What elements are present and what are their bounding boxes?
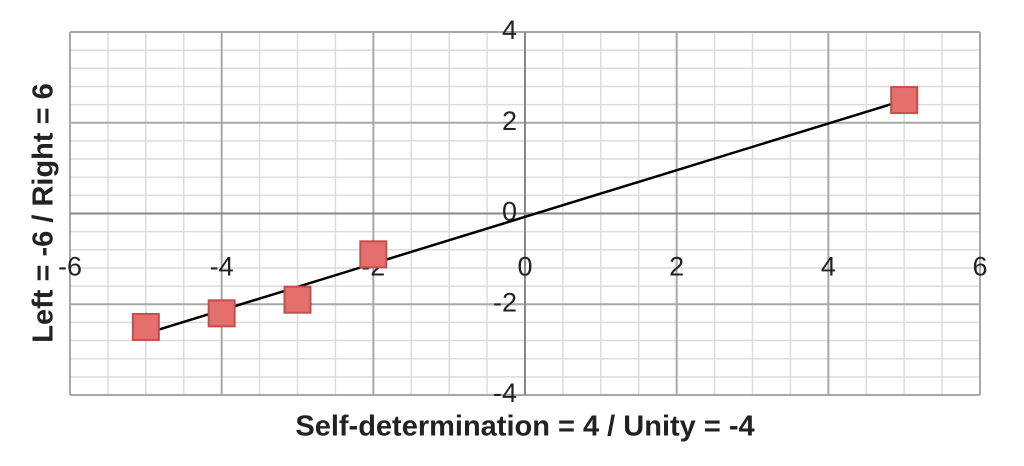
- y-tick-label: -2: [493, 287, 517, 317]
- x-tick-label: 2: [669, 252, 684, 282]
- y-tick-label: 4: [502, 15, 517, 45]
- x-tick-label: -4: [210, 252, 234, 282]
- trendline: [145, 98, 905, 335]
- x-axis-title: Self-determination = 4 / Unity = -4: [295, 411, 754, 443]
- y-tick-label: 0: [502, 197, 517, 227]
- point: [131, 312, 160, 341]
- point: [890, 86, 919, 115]
- y-axis-title: Left = -6 / Right = 6: [28, 83, 60, 342]
- point: [283, 285, 312, 314]
- point: [207, 299, 236, 328]
- point: [359, 240, 388, 269]
- x-tick-label: 4: [821, 252, 836, 282]
- x-tick-label: 0: [517, 252, 532, 282]
- x-tick-label: 6: [972, 252, 987, 282]
- y-tick-label: 2: [502, 106, 517, 136]
- x-tick-label: -6: [58, 252, 82, 282]
- y-tick-label: -4: [493, 378, 517, 408]
